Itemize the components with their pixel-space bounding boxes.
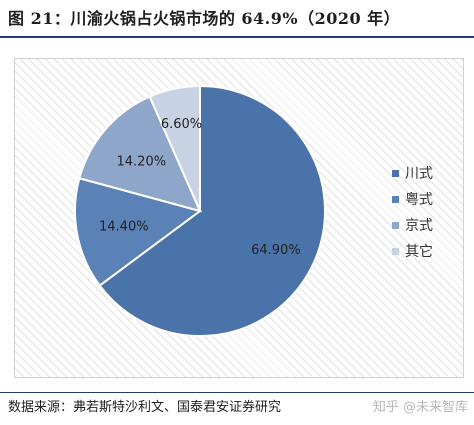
legend-label-cantonese: 粤式: [405, 192, 433, 208]
watermark: 知乎 @未来智库: [372, 400, 468, 415]
legend: 川式 粤式 京式 其它: [392, 160, 462, 264]
pie-slices: [74, 84, 326, 337]
slice-label-other: 6.60%: [161, 117, 202, 132]
legend-item-sichuan: 川式: [392, 160, 462, 186]
legend-label-beijing: 京式: [405, 218, 433, 234]
pie-slice-beijing: [78, 95, 202, 213]
slice-label-beijing: 14.20%: [117, 154, 167, 169]
legend-label-sichuan: 川式: [405, 166, 433, 182]
legend-swatch-other: [392, 247, 399, 255]
pie-slice-cantonese: [74, 177, 203, 287]
source-rule: [0, 392, 474, 393]
legend-label-other: 其它: [405, 244, 433, 260]
pie-slice-other: [148, 84, 201, 212]
legend-swatch-beijing: [392, 221, 399, 229]
legend-swatch-sichuan: [392, 169, 399, 177]
legend-item-beijing: 京式: [392, 212, 462, 238]
source-note: 数据来源：弗若斯特沙利文、国泰君安证券研究: [8, 400, 282, 415]
figure-title-bar: 图 21：川渝火锅占火锅市场的 64.9%（2020 年）: [0, 0, 474, 34]
slice-label-cantonese: 14.40%: [99, 219, 149, 234]
legend-swatch-cantonese: [392, 195, 399, 203]
legend-item-cantonese: 粤式: [392, 186, 462, 212]
slice-label-sichuan: 64.90%: [251, 243, 301, 258]
pie-slice-sichuan: [98, 84, 326, 337]
pie-slice-labels: 64.90% 14.40% 14.20% 6.60%: [99, 117, 301, 258]
title-rule: [0, 36, 474, 38]
figure-title: 图 21：川渝火锅占火锅市场的 64.9%（2020 年）: [8, 9, 401, 28]
legend-item-other: 其它: [392, 238, 462, 264]
